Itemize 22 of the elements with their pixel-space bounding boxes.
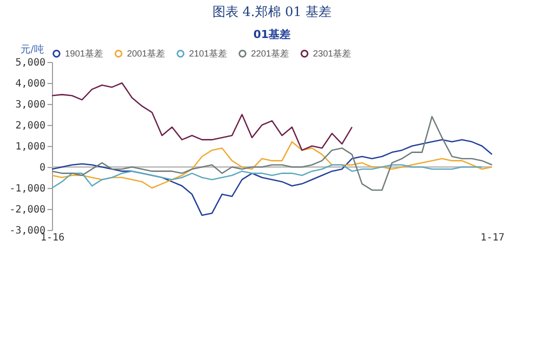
y-axis-title: 元/吨 [20,44,44,56]
y-tick-label: 5,000 [15,58,46,68]
legend-label: 2201基差 [251,48,290,59]
y-tick-label: -1,000 [9,184,46,194]
y-tick-label: 3,000 [15,100,46,110]
x-tick-label: 1-17 [480,232,505,244]
legend-label: 2301基差 [313,48,352,59]
line-series [51,139,493,216]
legend-label: 2101基差 [189,48,228,59]
y-tick-label: 1,000 [15,142,46,152]
y-tick-label: 2,000 [15,120,46,132]
legend-label: 1901基差 [65,48,104,59]
y-tick-label: -2,000 [9,204,46,216]
line-series [51,164,483,189]
y-tick-label: 0 [39,162,46,174]
chart-title: 图表 4.郑棉 01 基差 [212,5,332,20]
line-series [51,116,493,191]
line-series [51,82,353,151]
y-tick-label: 4,000 [15,78,46,90]
line-series [51,141,493,189]
legend-label: 2001基差 [127,48,166,59]
chart-subtitle: 01基差 [253,28,291,41]
